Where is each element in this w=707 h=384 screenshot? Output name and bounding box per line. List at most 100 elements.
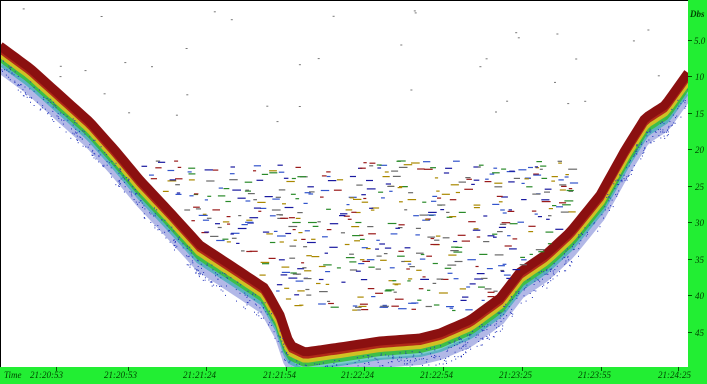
fish-target	[375, 292, 383, 294]
bottom-speckle	[128, 178, 130, 180]
bottom-speckle	[222, 290, 224, 292]
bottom-speckle	[83, 131, 85, 133]
bottom-speckle	[9, 67, 11, 69]
bottom-speckle	[529, 293, 531, 294]
fish-target	[226, 241, 231, 243]
bottom-speckle	[203, 272, 205, 273]
bottom-speckle	[680, 116, 682, 118]
bottom-speckle	[392, 354, 394, 356]
bottom-speckle	[684, 107, 686, 109]
bottom-speckle	[570, 261, 572, 262]
fish-target	[545, 231, 554, 233]
depth-tick	[688, 222, 692, 223]
bottom-speckle	[543, 271, 545, 273]
bottom-speckle	[92, 149, 94, 151]
fish-target	[568, 168, 578, 170]
fish-target	[428, 211, 437, 213]
fish-target	[306, 255, 312, 257]
bottom-speckle	[296, 360, 298, 362]
bottom-speckle	[454, 340, 456, 342]
fish-target	[404, 260, 412, 262]
bottom-speckle	[93, 157, 95, 159]
depth-tick	[688, 186, 692, 187]
fish-target	[384, 247, 392, 249]
bottom-speckle	[114, 165, 116, 166]
bottom-speckle	[636, 153, 638, 155]
bottom-speckle	[22, 95, 24, 97]
bottom-speckle	[357, 365, 359, 367]
fish-target	[555, 228, 564, 230]
fish-target	[494, 254, 504, 256]
bottom-speckle	[198, 276, 200, 278]
fish-target	[399, 201, 403, 203]
fish-target	[280, 274, 288, 276]
bottom-speckle	[672, 124, 673, 126]
bottom-speckle	[157, 229, 159, 231]
fish-target	[455, 191, 460, 194]
fish-target	[568, 188, 573, 190]
bottom-speckle	[9, 79, 11, 81]
bottom-speckle	[319, 363, 320, 365]
bottom-speckle	[435, 364, 437, 366]
bottom-speckle	[119, 180, 121, 182]
bottom-speckle	[434, 355, 436, 356]
fish-target	[195, 208, 201, 210]
bottom-speckle	[445, 360, 447, 362]
bottom-speckle	[36, 101, 38, 103]
fish-target	[246, 250, 252, 253]
bottom-speckle	[377, 361, 379, 363]
bottom-speckle	[225, 294, 226, 296]
fish-target	[498, 201, 503, 203]
fish-target	[409, 266, 415, 268]
bottom-speckle	[603, 217, 604, 219]
bottom-speckle	[400, 359, 402, 361]
bottom-speckle	[176, 245, 178, 247]
fish-target	[430, 237, 435, 240]
fish-target	[188, 167, 196, 169]
bottom-speckle	[552, 278, 554, 280]
bottom-speckle	[642, 152, 644, 154]
bottom-speckle	[60, 112, 62, 114]
bottom-speckle	[142, 207, 143, 208]
bottom-speckle	[523, 289, 525, 291]
fish-target	[473, 166, 480, 168]
bottom-speckle	[636, 149, 638, 151]
bottom-speckle	[137, 203, 138, 205]
bottom-speckle	[554, 269, 556, 271]
fish-target	[359, 234, 364, 236]
fish-target	[253, 165, 261, 167]
bottom-speckle	[47, 102, 49, 104]
bottom-speckle	[144, 217, 145, 219]
fish-target	[288, 217, 295, 219]
bottom-speckle	[546, 287, 548, 289]
bottom-speckle	[544, 273, 546, 275]
fish-target	[433, 304, 440, 306]
bottom-speckle	[327, 365, 328, 367]
fish-target	[484, 288, 492, 290]
bottom-speckle	[399, 356, 400, 358]
bottom-speckle	[666, 131, 667, 133]
bottom-speckle	[633, 165, 635, 167]
fish-target	[268, 257, 276, 259]
bottom-speckle	[39, 89, 40, 91]
fish-target	[453, 240, 458, 243]
fish-target	[293, 239, 297, 241]
fish-target	[442, 237, 450, 239]
bottom-speckle	[189, 246, 191, 248]
bottom-speckle	[515, 291, 517, 293]
bottom-speckle	[42, 105, 44, 107]
fish-target	[261, 173, 269, 175]
bottom-speckle	[658, 135, 660, 137]
bottom-speckle	[141, 202, 143, 204]
fish-target	[303, 278, 312, 280]
bottom-speckle	[582, 234, 584, 235]
bottom-speckle	[85, 146, 87, 148]
fish-target	[218, 187, 223, 189]
bottom-speckle	[405, 353, 407, 355]
fish-target	[437, 204, 446, 206]
fish-target	[169, 179, 176, 181]
bottom-speckle	[423, 358, 424, 360]
fish-target	[320, 189, 330, 192]
fish-target	[425, 305, 432, 308]
time-tick	[206, 367, 207, 371]
